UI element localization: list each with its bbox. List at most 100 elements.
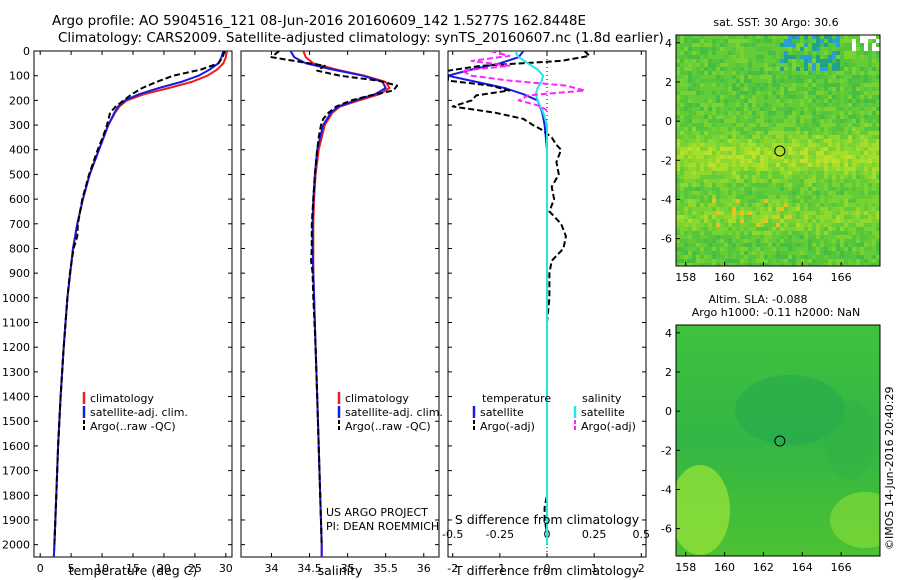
sst-cell [764, 71, 768, 75]
sst-cell [824, 47, 828, 51]
sst-cell [724, 111, 728, 115]
sst-cell [828, 203, 832, 207]
sst-cell [812, 143, 816, 147]
sst-cell [692, 263, 696, 266]
sst-cell [800, 111, 804, 115]
sst-cell [756, 191, 760, 195]
sst-cell [688, 151, 692, 155]
sst-cell [832, 123, 836, 127]
sst-cell [780, 63, 784, 67]
sst-cell [680, 67, 684, 71]
sst-cell [804, 79, 808, 83]
sst-cell [824, 135, 828, 139]
sst-cell [752, 43, 756, 47]
sst-cell [700, 163, 704, 167]
sst-cell [696, 171, 700, 175]
sst-cell [744, 251, 748, 255]
sst-cell [772, 171, 776, 175]
sst-cell [736, 235, 740, 239]
sst-cell [772, 123, 776, 127]
sst-cell [784, 167, 788, 171]
sst-cell [804, 247, 808, 251]
sst-cell [868, 131, 872, 135]
sst-cell [804, 159, 808, 163]
depth-tick-label: 0 [23, 45, 30, 58]
sst-cell [680, 103, 684, 107]
sst-cell [812, 235, 816, 239]
sst-cell [812, 187, 816, 191]
sst-cell [760, 35, 764, 39]
sst-cell [864, 251, 868, 255]
sst-cell [872, 75, 876, 79]
sst-cell [696, 195, 700, 199]
sst-cell [776, 87, 780, 91]
sst-cell [824, 39, 828, 43]
sst-cell [736, 43, 740, 47]
depth-tick-label: 900 [9, 267, 30, 280]
sst-cell [764, 151, 768, 155]
sst-cell [836, 159, 840, 163]
sst-cell [812, 175, 816, 179]
sst-cell [856, 223, 860, 227]
sst-cell [876, 239, 880, 243]
sst-cell [788, 43, 792, 47]
sst-cell [780, 231, 784, 235]
sst-cell [692, 63, 696, 67]
sst-cell [812, 47, 816, 51]
sst-cell [700, 231, 704, 235]
sst-cell [764, 51, 768, 55]
sst-cell [676, 159, 680, 163]
sst-cell [712, 119, 716, 123]
sst-cell [788, 203, 792, 207]
sst-cell [872, 179, 876, 183]
sst-cell [820, 67, 824, 71]
sst-cell [868, 259, 872, 263]
sst-cell [700, 119, 704, 123]
sst-cell [732, 75, 736, 79]
sst-cell [740, 143, 744, 147]
temperature-tick-label: 30 [219, 562, 233, 575]
sst-cell [800, 191, 804, 195]
sst-cell [748, 251, 752, 255]
sst-cell [796, 163, 800, 167]
sst-cell [868, 247, 872, 251]
sst-cell [708, 119, 712, 123]
sst-cell [692, 43, 696, 47]
sst-cell [844, 39, 848, 43]
depth-tick-label: 1000 [2, 292, 30, 305]
sst-cell [876, 119, 880, 123]
sst-cell [836, 215, 840, 219]
sst-cell [804, 43, 808, 47]
sst-cell [720, 87, 724, 91]
sst-cell [704, 211, 708, 215]
sst-cell [724, 87, 728, 91]
sst-cell [844, 199, 848, 203]
sst-cell [680, 155, 684, 159]
sst-cell [876, 83, 880, 87]
sst-cell [832, 35, 836, 39]
sst-cell [748, 123, 752, 127]
sst-cell [748, 175, 752, 179]
sst-cell [712, 99, 716, 103]
sst-cell [848, 239, 852, 243]
sst-cell [840, 135, 844, 139]
sst-cell [772, 247, 776, 251]
sst-cell [720, 59, 724, 63]
sst-cell [704, 251, 708, 255]
sst-cell [732, 219, 736, 223]
sst-cell [776, 239, 780, 243]
sst-cell [680, 111, 684, 115]
sst-cell [692, 83, 696, 87]
sst-cell [868, 183, 872, 187]
sst-cell [732, 115, 736, 119]
sst-cell [684, 243, 688, 247]
sst-cell [868, 207, 872, 211]
sst-cell [868, 39, 872, 43]
sst-cell [876, 111, 880, 115]
sst-cell [740, 231, 744, 235]
sst-cell [696, 239, 700, 243]
sst-cell [692, 155, 696, 159]
sst-cell [700, 235, 704, 239]
sst-cell [704, 99, 708, 103]
